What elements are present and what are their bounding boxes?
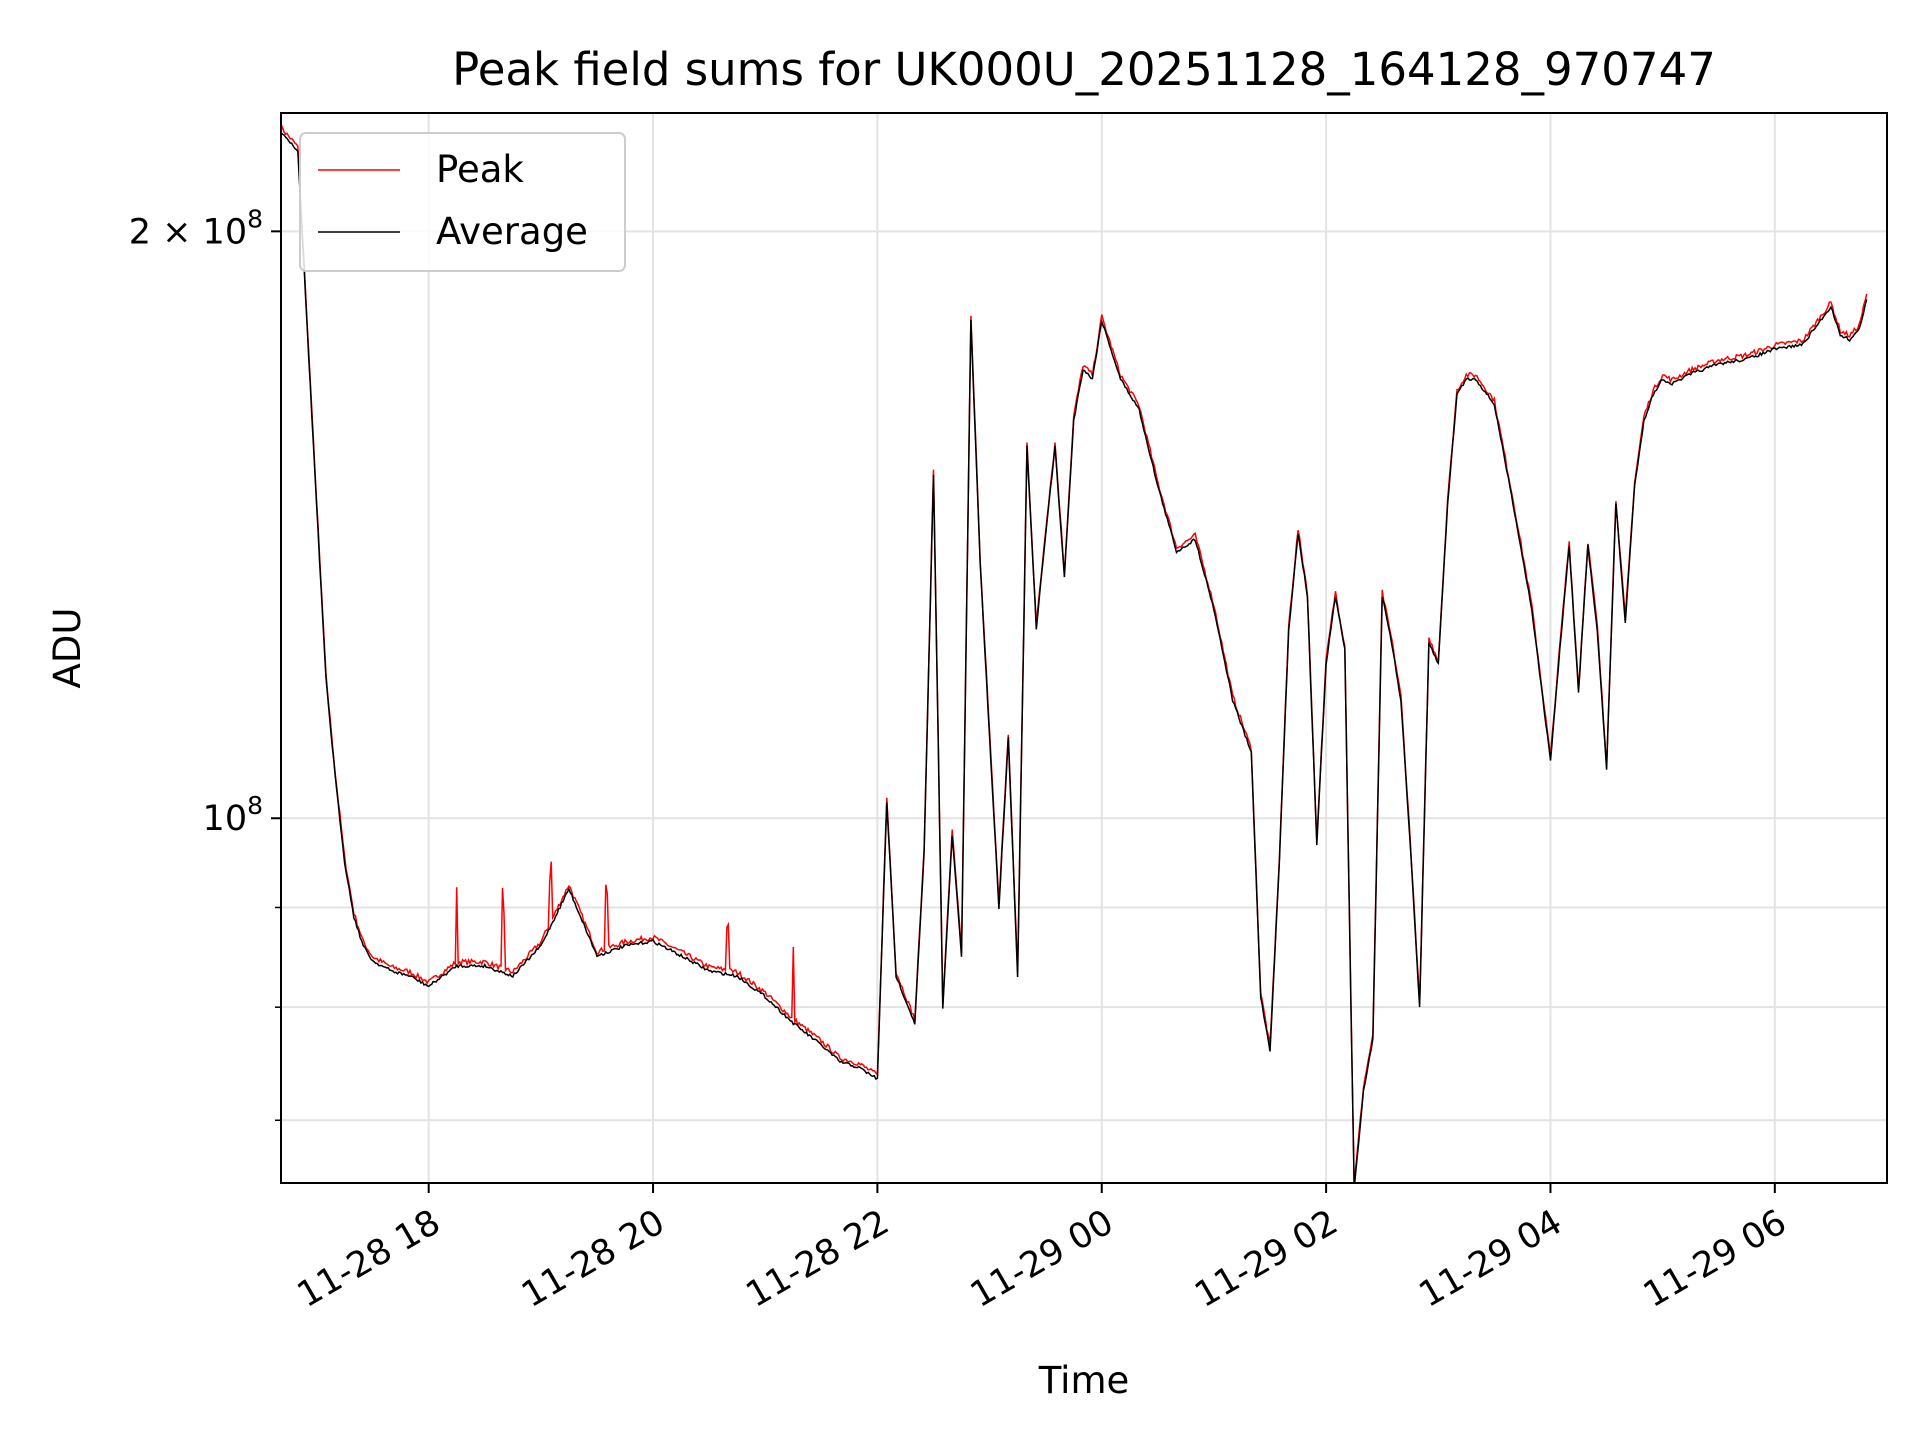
legend-box [299,132,626,272]
series-line-average [281,132,1868,1183]
chart-title: Peak field sums for UK000U_20251128_1641… [452,43,1716,96]
y-axis-label: ADU [46,608,89,689]
legend: Peak Average [299,132,626,272]
plot-frame [280,112,1888,1184]
y-axis-ticks: 108 2 × 108 [129,204,281,1122]
legend-peak-label: Peak [436,148,524,191]
series-lines [281,125,1868,1183]
y-tick-label: 2 × 108 [129,204,263,252]
x-axis-label: Time [1038,1359,1130,1402]
legend-average-label: Average [436,210,588,253]
y-tick-label: 108 [203,791,263,839]
